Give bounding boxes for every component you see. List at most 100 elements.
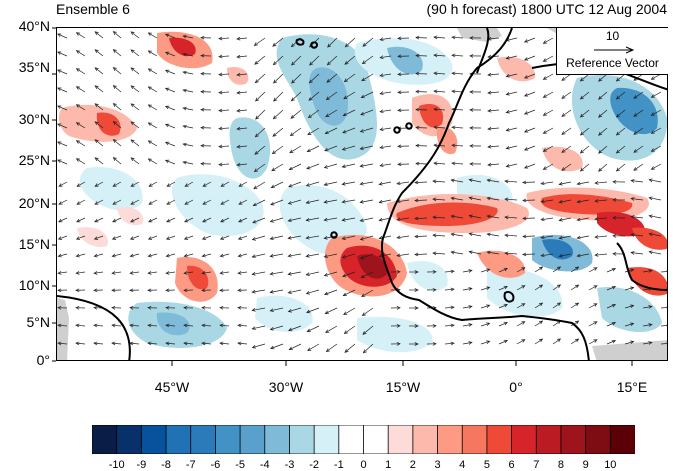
wind-vector-head [469, 108, 474, 112]
wind-vector [414, 235, 428, 237]
wind-vector [580, 91, 590, 100]
wind-vector [487, 73, 500, 76]
wind-vector [236, 37, 248, 40]
wind-vector-head [521, 267, 526, 271]
wind-vector [94, 139, 104, 147]
lon-tick-label: 15°E [616, 379, 648, 395]
wind-vector [309, 73, 320, 84]
wind-vector [165, 324, 176, 327]
wind-vector [524, 37, 536, 43]
wind-vector-head [291, 61, 296, 66]
wind-vector-head [378, 199, 383, 204]
wind-vector-head [503, 339, 508, 344]
colorbar-label: 8 [557, 459, 565, 471]
wind-vector [552, 266, 561, 273]
wind-vector [130, 139, 140, 147]
wind-vector-head [57, 159, 62, 163]
anomaly-patch [436, 127, 458, 155]
wind-vector [306, 217, 320, 221]
wind-vector-head [182, 88, 187, 93]
wind-vector-head [112, 49, 117, 53]
wind-vector [559, 253, 572, 257]
wind-vector [165, 87, 176, 93]
wind-vector [93, 342, 104, 345]
wind-vector [616, 127, 626, 136]
anomaly-patch [542, 146, 583, 172]
wind-vector [344, 73, 356, 82]
wind-vector-head [75, 271, 80, 275]
wind-vector [415, 127, 428, 129]
wind-vector [76, 217, 86, 223]
wind-vector [380, 127, 392, 131]
wind-vector [236, 163, 248, 166]
wind-vector [588, 285, 598, 291]
wind-vector [362, 37, 374, 47]
wind-vector-head [130, 85, 135, 90]
wind-vector-head [575, 338, 580, 343]
wind-vector [220, 235, 230, 240]
wind-vector-head [306, 148, 311, 153]
wind-vector [94, 271, 104, 274]
wind-vector [165, 342, 176, 345]
wind-vector [506, 73, 518, 77]
wind-vector-head [469, 36, 474, 40]
wind-vector [487, 163, 500, 166]
wind-vector-head [251, 272, 256, 276]
wind-vector [379, 253, 392, 257]
wind-vector [487, 37, 500, 40]
wind-vector-head [487, 90, 492, 95]
wind-vector [307, 343, 320, 351]
wind-vector-head [521, 339, 526, 343]
wind-vector [147, 324, 158, 327]
wind-vector-head [148, 218, 153, 223]
wind-vector-head [236, 36, 241, 41]
wind-vector-head [432, 324, 437, 328]
wind-vector-head [561, 95, 566, 99]
wind-vector [498, 340, 508, 345]
wind-vector-head [414, 306, 419, 310]
wind-vector-head [58, 218, 63, 223]
wind-vector-head [359, 129, 365, 133]
wind-vector-head [307, 131, 312, 136]
wind-vector [252, 343, 266, 348]
wind-vector [561, 109, 572, 117]
wind-vector-head [487, 108, 492, 113]
wind-vector [252, 271, 266, 275]
colorbar-label: -6 [210, 459, 221, 471]
wind-vector [201, 342, 212, 345]
wind-vector [631, 180, 644, 183]
wind-vector [570, 284, 579, 291]
wind-vector-head [269, 308, 274, 312]
wind-vector-head [521, 321, 526, 325]
wind-vector-head [201, 305, 206, 310]
wind-vector-head [218, 72, 223, 77]
wind-vector [414, 181, 428, 183]
wind-vector [183, 89, 194, 93]
wind-vector-head [523, 93, 529, 97]
wind-vector-head [486, 250, 491, 255]
wind-vector-head [503, 303, 508, 308]
anomaly-patch [255, 295, 313, 333]
wind-vector-head [396, 305, 401, 310]
lat-tick-label: 10°N [18, 277, 50, 293]
wind-vector-head [468, 214, 473, 218]
wind-vector-head [308, 79, 313, 84]
wind-vector-head [505, 128, 510, 132]
axis-ticks [52, 27, 633, 366]
wind-vector-head [201, 271, 206, 275]
wind-vector [524, 163, 536, 169]
wind-vector [570, 320, 579, 327]
wind-vector-head [487, 144, 492, 149]
wind-vector [166, 199, 176, 205]
wind-vector-head [414, 216, 419, 221]
wind-vector-head [615, 149, 620, 154]
wind-vector-head [361, 293, 366, 298]
wind-vector [534, 302, 543, 309]
wind-vector [342, 181, 356, 185]
lat-tick-label: 20°N [18, 195, 50, 211]
wind-vector-head [130, 49, 135, 54]
wind-vector [218, 127, 230, 130]
wind-vector [165, 33, 176, 39]
wind-vector [595, 253, 608, 256]
wind-vector-head [237, 323, 242, 328]
